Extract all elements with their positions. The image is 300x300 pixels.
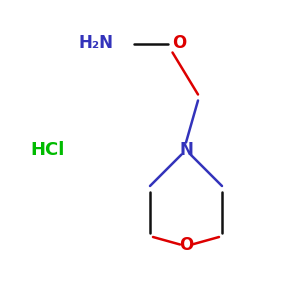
Text: H₂N: H₂N [79,34,114,52]
Text: O: O [179,236,193,253]
Text: N: N [179,141,193,159]
Text: HCl: HCl [30,141,64,159]
Text: O: O [172,34,187,52]
